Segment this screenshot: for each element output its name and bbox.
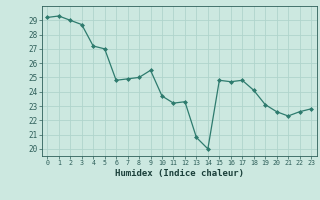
X-axis label: Humidex (Indice chaleur): Humidex (Indice chaleur) <box>115 169 244 178</box>
